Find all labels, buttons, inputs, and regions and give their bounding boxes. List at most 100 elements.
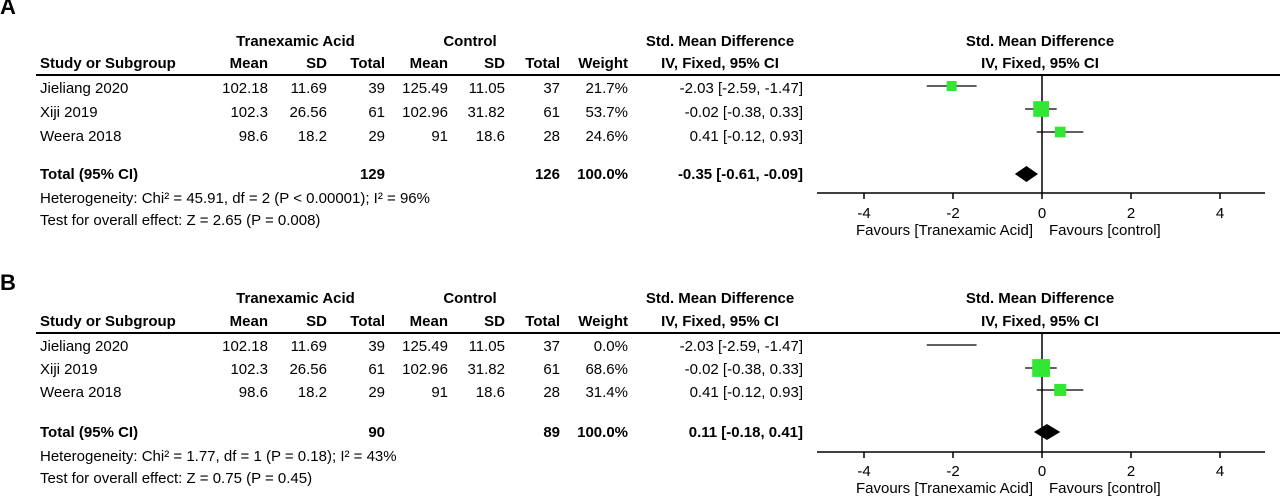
mean1-cell: 98.6 — [238, 128, 268, 145]
total-label: Total (95% CI) — [40, 424, 139, 441]
study-column-header: Study or Subgroup — [40, 55, 176, 72]
plot-method-header: IV, Fixed, 95% CI — [981, 313, 1099, 330]
weight-header: Weight — [578, 55, 628, 72]
weight-header: Weight — [578, 313, 628, 330]
weight-sum: 100.0% — [577, 166, 628, 183]
plot-title-header: Std. Mean Difference — [965, 290, 1115, 307]
total2-cell: 37 — [543, 338, 560, 355]
total2-sum: 89 — [543, 424, 560, 441]
study-point-marker — [946, 80, 957, 92]
total1-cell: 39 — [368, 338, 385, 355]
plot-title-header: Std. Mean Difference — [965, 33, 1115, 50]
total1-cell: 29 — [368, 384, 385, 401]
total-ci: -0.35 [-0.61, -0.09] — [677, 166, 803, 183]
study-name: Weera 2018 — [40, 128, 122, 145]
study-point-marker — [1032, 359, 1051, 377]
mean1-cell: 98.6 — [238, 384, 268, 401]
heterogeneity-text: Heterogeneity: Chi² = 1.77, df = 1 (P = … — [40, 448, 397, 465]
favours-left-label: Favours [Tranexamic Acid] — [856, 480, 1033, 497]
ci-cell: 0.41 [-0.12, 0.93] — [689, 384, 803, 401]
total2-sum: 126 — [534, 166, 560, 183]
overall-effect-text: Test for overall effect: Z = 2.65 (P = 0… — [40, 212, 321, 229]
x-tick-label: 0 — [1038, 463, 1046, 480]
sd2-cell: 18.6 — [475, 384, 505, 401]
ci-cell: -2.03 [-2.59, -1.47] — [679, 80, 803, 97]
x-tick-label: 4 — [1216, 205, 1224, 222]
weight-cell: 21.7% — [585, 80, 628, 97]
mean1-header: Mean — [229, 313, 268, 330]
study-point-marker — [1033, 101, 1049, 117]
favours-right-label: Favours [control] — [1049, 480, 1161, 497]
total2-header: Total — [525, 313, 560, 330]
ci-cell: 0.41 [-0.12, 0.93] — [689, 128, 803, 145]
study-name: Xiji 2019 — [40, 104, 98, 121]
mean1-cell: 102.3 — [230, 361, 268, 378]
mean2-header: Mean — [409, 313, 448, 330]
group1-header: Tranexamic Acid — [236, 33, 355, 50]
total1-cell: 61 — [368, 104, 385, 121]
total-ci: 0.11 [-0.18, 0.41] — [688, 424, 803, 441]
mean2-cell: 125.49 — [402, 80, 448, 97]
study-point-marker — [1054, 383, 1067, 397]
sd1-cell: 26.56 — [289, 104, 327, 121]
sd1-cell: 18.2 — [297, 384, 327, 401]
study-point-marker — [1054, 126, 1066, 138]
total1-header: Total — [350, 55, 385, 72]
sd1-cell: 18.2 — [297, 128, 327, 145]
favours-left-label: Favours [Tranexamic Acid] — [856, 222, 1033, 239]
panel-label: A — [0, 0, 16, 19]
total2-header: Total — [525, 55, 560, 72]
total2-cell: 28 — [543, 384, 560, 401]
x-tick-label: 2 — [1127, 205, 1135, 222]
total2-cell: 61 — [543, 361, 560, 378]
header-rule — [36, 332, 1280, 334]
mean2-cell: 102.96 — [402, 361, 448, 378]
ci-cell: -2.03 [-2.59, -1.47] — [679, 338, 803, 355]
x-tick-label: -2 — [946, 463, 959, 480]
total-label: Total (95% CI) — [40, 166, 139, 183]
sd1-cell: 11.69 — [290, 338, 327, 355]
mean2-cell: 125.49 — [402, 338, 448, 355]
total1-sum: 129 — [359, 166, 385, 183]
mean2-cell: 91 — [431, 128, 448, 145]
mean2-cell: 91 — [431, 384, 448, 401]
x-tick-label: -4 — [857, 463, 870, 480]
summary-diamond — [1014, 166, 1038, 182]
total1-cell: 39 — [368, 80, 385, 97]
study-name: Jieliang 2020 — [40, 80, 129, 97]
effect-method-header: IV, Fixed, 95% CI — [661, 55, 779, 72]
sd2-cell: 31.82 — [467, 104, 505, 121]
sd2-header: SD — [484, 55, 505, 72]
mean2-cell: 102.96 — [402, 104, 448, 121]
weight-cell: 53.7% — [585, 104, 628, 121]
total1-sum: 90 — [368, 424, 385, 441]
plot-method-header: IV, Fixed, 95% CI — [981, 55, 1099, 72]
study-name: Jieliang 2020 — [40, 338, 129, 355]
weight-cell: 31.4% — [585, 384, 628, 401]
summary-diamond — [1033, 424, 1061, 440]
total2-cell: 28 — [543, 128, 560, 145]
mean2-header: Mean — [409, 55, 448, 72]
study-name: Weera 2018 — [40, 384, 122, 401]
sd1-cell: 26.56 — [289, 361, 327, 378]
x-tick-label: -4 — [857, 205, 870, 222]
mean1-cell: 102.3 — [230, 104, 268, 121]
effect-title-header: Std. Mean Difference — [645, 290, 795, 307]
x-tick-label: 0 — [1038, 205, 1046, 222]
weight-sum: 100.0% — [577, 424, 628, 441]
x-tick-label: 4 — [1216, 463, 1224, 480]
sd1-header: SD — [306, 55, 327, 72]
group1-header: Tranexamic Acid — [236, 290, 355, 307]
total1-header: Total — [350, 313, 385, 330]
ci-cell: -0.02 [-0.38, 0.33] — [684, 361, 803, 378]
overall-effect-text: Test for overall effect: Z = 0.75 (P = 0… — [40, 470, 313, 487]
sd2-cell: 18.6 — [475, 128, 505, 145]
x-tick-label: 2 — [1127, 463, 1135, 480]
study-column-header: Study or Subgroup — [40, 313, 176, 330]
mean1-cell: 102.18 — [222, 80, 268, 97]
weight-cell: 68.6% — [585, 361, 628, 378]
sd2-cell: 11.05 — [468, 80, 505, 97]
weight-cell: 24.6% — [585, 128, 628, 145]
